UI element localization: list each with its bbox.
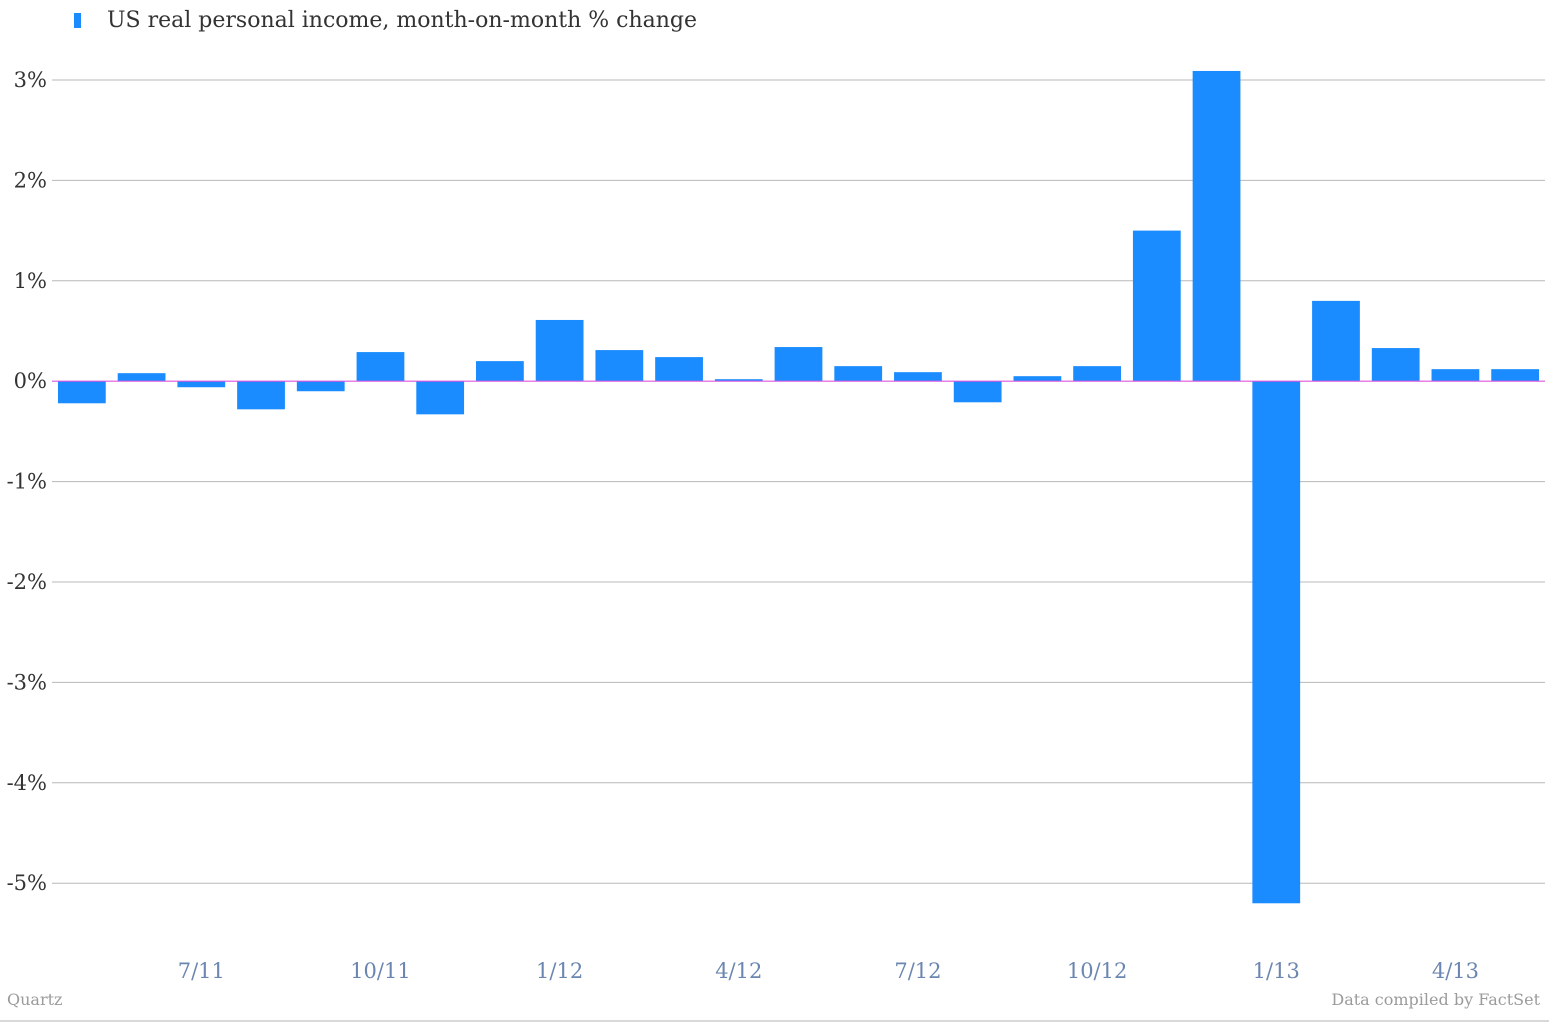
footer-credit: Quartz (7, 990, 63, 1009)
bar (237, 381, 285, 410)
x-axis-ticks: 7/11 10/11 1/12 4/12 7/12 10/12 1/13 4/13 (178, 959, 1479, 983)
bar (1013, 376, 1062, 382)
bar (1192, 70, 1241, 382)
bars (57, 70, 1540, 904)
bar (476, 361, 524, 382)
bar (1371, 348, 1420, 382)
bar (1132, 230, 1181, 382)
y-tick-label: 2% (14, 168, 47, 192)
y-tick-label: -4% (7, 771, 47, 795)
y-tick-label: 3% (14, 68, 47, 92)
y-tick-label: 0% (14, 369, 47, 393)
bar (894, 372, 942, 382)
x-tick-label: 10/12 (1067, 959, 1128, 983)
bar (416, 381, 465, 415)
x-tick-label: 7/11 (178, 959, 225, 983)
bar (1073, 366, 1121, 382)
x-tick-label: 1/12 (536, 959, 583, 983)
y-tick-label: -3% (7, 670, 47, 694)
x-tick-label: 10/11 (350, 959, 411, 983)
bar (595, 350, 644, 382)
bar (834, 366, 883, 382)
bar (1312, 300, 1360, 382)
bar (1431, 369, 1480, 382)
x-tick-label: 7/12 (894, 959, 941, 983)
x-tick-label: 4/13 (1432, 959, 1479, 983)
y-tick-label: -1% (7, 470, 47, 494)
y-tick-label: -2% (7, 570, 47, 594)
bar (774, 347, 823, 382)
x-tick-label: 4/12 (715, 959, 762, 983)
bottom-divider (0, 1020, 1549, 1022)
bar (356, 352, 405, 382)
legend-swatch (74, 12, 81, 28)
legend: US real personal income, month-on-month … (74, 6, 697, 34)
bar (655, 357, 703, 382)
bar (535, 319, 584, 382)
bar (953, 381, 1002, 403)
bar (177, 381, 226, 388)
bar (714, 379, 763, 382)
bar (57, 381, 106, 404)
gridlines (52, 79, 1545, 884)
footer-source: Data compiled by FactSet (1331, 990, 1540, 1009)
x-tick-label: 1/13 (1253, 959, 1300, 983)
y-axis-ticks: 3% 2% 1% 0% -1% -2% -3% -4% -5% (7, 68, 47, 895)
legend-label: US real personal income, month-on-month … (107, 7, 698, 33)
bar (1252, 381, 1301, 904)
y-tick-label: 1% (14, 269, 47, 293)
y-tick-label: -5% (7, 871, 47, 895)
bar (117, 373, 166, 382)
bar (296, 381, 345, 392)
bar (1491, 369, 1540, 382)
